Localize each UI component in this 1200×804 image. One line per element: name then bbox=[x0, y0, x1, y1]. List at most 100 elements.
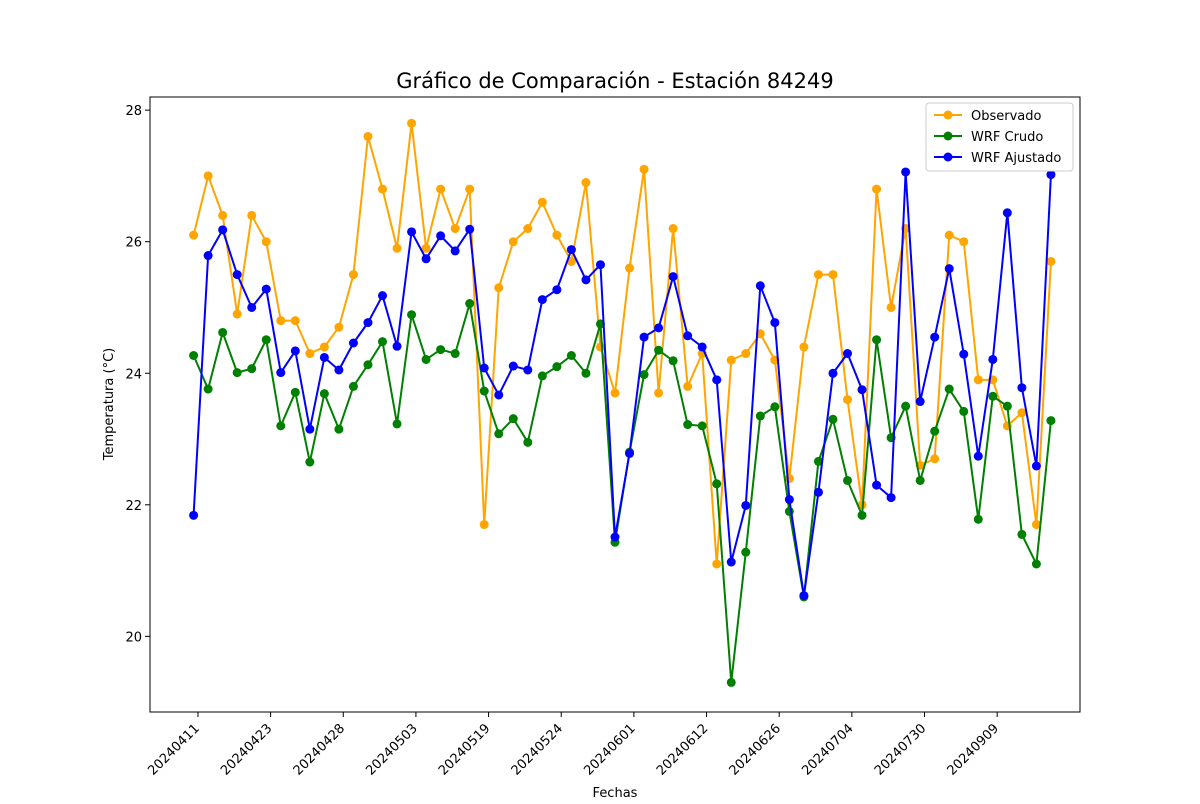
plot-area bbox=[189, 118, 1056, 687]
data-point-wrf-crudo bbox=[566, 350, 576, 360]
data-point-wrf-ajustado bbox=[755, 281, 765, 291]
data-point-wrf-crudo bbox=[290, 387, 300, 397]
data-point-wrf-ajustado bbox=[625, 449, 635, 459]
data-point-wrf-ajustado bbox=[537, 295, 547, 305]
data-point-wrf-crudo bbox=[203, 384, 213, 394]
data-point-wrf-crudo bbox=[639, 370, 649, 380]
data-point-wrf-crudo bbox=[378, 337, 387, 347]
data-point-observado bbox=[683, 381, 693, 391]
legend-box bbox=[925, 102, 1074, 172]
data-point-wrf-ajustado bbox=[828, 368, 838, 378]
data-point-wrf-ajustado bbox=[886, 493, 896, 503]
data-point-wrf-crudo bbox=[276, 421, 286, 431]
data-point-observado bbox=[959, 237, 969, 247]
y-tick-label: 20 bbox=[125, 630, 142, 645]
data-point-observado bbox=[813, 270, 823, 280]
data-point-observado bbox=[290, 316, 300, 326]
data-point-wrf-ajustado bbox=[421, 254, 431, 264]
x-tick-label: 20240612 bbox=[654, 721, 711, 778]
legend-marker-swatch bbox=[943, 152, 953, 162]
data-point-wrf-ajustado bbox=[436, 231, 446, 241]
data-point-wrf-ajustado bbox=[566, 245, 576, 255]
data-point-wrf-crudo bbox=[189, 350, 199, 360]
data-point-wrf-crudo bbox=[218, 327, 228, 337]
data-point-observado bbox=[639, 164, 649, 174]
data-point-wrf-ajustado bbox=[348, 338, 358, 348]
data-point-wrf-crudo bbox=[523, 437, 533, 447]
data-point-wrf-crudo bbox=[581, 368, 591, 378]
data-point-wrf-ajustado bbox=[959, 349, 969, 359]
data-point-wrf-crudo bbox=[697, 421, 707, 431]
data-point-observado bbox=[610, 388, 620, 398]
data-point-wrf-crudo bbox=[755, 411, 765, 421]
data-point-observado bbox=[566, 256, 576, 266]
data-point-wrf-crudo bbox=[973, 514, 983, 524]
data-point-wrf-ajustado bbox=[799, 591, 809, 601]
data-point-wrf-crudo bbox=[813, 456, 823, 466]
data-point-wrf-ajustado bbox=[378, 291, 387, 301]
data-point-wrf-crudo bbox=[465, 299, 475, 309]
data-point-wrf-crudo bbox=[450, 349, 460, 359]
data-point-wrf-ajustado bbox=[247, 302, 257, 312]
data-point-wrf-ajustado bbox=[290, 346, 300, 356]
data-point-wrf-ajustado bbox=[973, 451, 983, 461]
data-point-wrf-ajustado bbox=[610, 532, 620, 542]
data-point-observado bbox=[712, 559, 722, 569]
data-point-observado bbox=[392, 243, 402, 253]
data-point-wrf-crudo bbox=[1046, 416, 1056, 426]
data-point-wrf-ajustado bbox=[232, 270, 242, 280]
data-point-wrf-crudo bbox=[479, 386, 489, 396]
axes-frame bbox=[149, 96, 1081, 713]
data-point-wrf-crudo bbox=[712, 479, 722, 489]
data-point-wrf-ajustado bbox=[930, 332, 940, 342]
data-point-observado bbox=[508, 237, 518, 247]
data-point-wrf-ajustado bbox=[203, 251, 213, 261]
x-tick-label: 20240730 bbox=[872, 721, 929, 778]
data-point-wrf-crudo bbox=[843, 475, 852, 485]
x-tick-label: 20240601 bbox=[581, 721, 638, 778]
data-point-observado bbox=[378, 184, 387, 194]
data-point-observado bbox=[450, 224, 460, 234]
data-point-observado bbox=[872, 184, 882, 194]
data-point-wrf-crudo bbox=[741, 547, 751, 557]
x-axis: 20240411 20240423 20240428 20240503 20240519… bbox=[145, 712, 1002, 779]
data-point-wrf-crudo bbox=[944, 384, 954, 394]
data-point-wrf-ajustado bbox=[276, 368, 286, 378]
data-point-wrf-ajustado bbox=[494, 390, 504, 400]
data-point-observado bbox=[581, 178, 591, 188]
data-point-observado bbox=[843, 395, 852, 405]
data-point-wrf-ajustado bbox=[305, 424, 315, 434]
data-point-wrf-crudo bbox=[857, 510, 867, 520]
data-point-wrf-crudo bbox=[1017, 529, 1027, 539]
y-tick-label: 22 bbox=[125, 499, 142, 514]
x-tick-label: 20240909 bbox=[945, 721, 1002, 778]
data-point-wrf-ajustado bbox=[697, 342, 707, 352]
data-point-wrf-ajustado bbox=[654, 323, 664, 333]
data-point-observado bbox=[625, 263, 635, 273]
data-point-wrf-ajustado bbox=[465, 224, 475, 234]
data-point-wrf-ajustado bbox=[683, 331, 693, 341]
data-point-observado bbox=[232, 309, 242, 319]
data-point-observado bbox=[479, 520, 489, 530]
y-axis: 20 22 24 26 28 bbox=[125, 104, 150, 645]
y-axis-label: Temperatura (°C) bbox=[102, 348, 117, 461]
data-point-observado bbox=[668, 224, 678, 234]
legend-item-wrf-ajustado: WRF Ajustado bbox=[934, 151, 1061, 166]
data-point-wrf-ajustado bbox=[218, 225, 228, 235]
series-wrf-ajustado bbox=[189, 167, 1056, 601]
x-tick-label: 20240423 bbox=[218, 721, 275, 778]
x-axis-label: Fechas bbox=[593, 786, 638, 800]
data-point-wrf-ajustado bbox=[944, 264, 954, 274]
data-point-wrf-ajustado bbox=[639, 332, 649, 342]
x-tick-label: 20240524 bbox=[509, 721, 566, 778]
data-point-wrf-ajustado bbox=[523, 365, 533, 375]
data-point-wrf-crudo bbox=[770, 402, 780, 412]
data-point-wrf-crudo bbox=[988, 391, 998, 401]
data-point-wrf-crudo bbox=[247, 364, 257, 374]
data-point-wrf-crudo bbox=[392, 419, 402, 429]
data-point-observado bbox=[1046, 256, 1056, 266]
data-point-wrf-crudo bbox=[436, 345, 446, 355]
data-point-wrf-ajustado bbox=[479, 363, 489, 373]
data-point-wrf-ajustado bbox=[595, 260, 605, 270]
